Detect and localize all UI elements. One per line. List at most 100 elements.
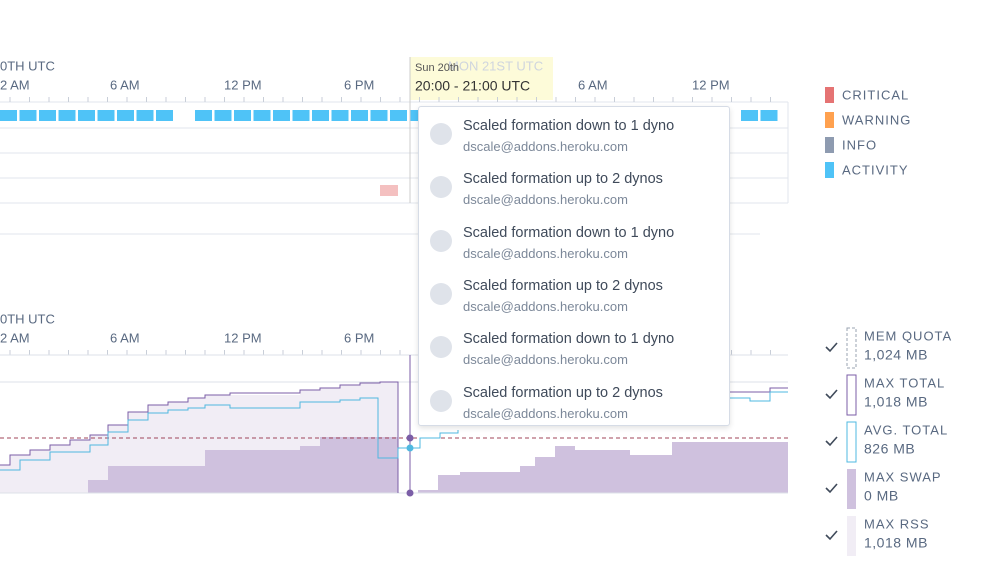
legend-label: WARNING (842, 112, 911, 127)
critical-block (380, 185, 398, 196)
check (825, 530, 838, 541)
activity-block (390, 110, 407, 121)
max-total-line (730, 387, 788, 393)
activity-block (136, 110, 154, 121)
swatch (847, 469, 856, 509)
user-icon (430, 176, 452, 199)
user-icon (430, 282, 452, 305)
event-title: Scaled formation up to 2 dynos (463, 384, 663, 401)
user-icon (430, 389, 452, 412)
legend-value: 1,024 MB (864, 347, 928, 363)
activity-block (760, 110, 778, 121)
activity-block (370, 110, 388, 121)
max-swap-area (418, 442, 788, 493)
tooltip-item: Scaled formation down to 1 dyno dscale@ad… (419, 110, 729, 163)
check (825, 436, 838, 447)
legend-name: MAX SWAP (864, 469, 942, 484)
day-label: MON 21ST UTC (448, 58, 543, 73)
user-icon (430, 229, 452, 252)
tooltip-item: Scaled formation down to 1 dyno dscale@ad… (419, 217, 729, 270)
tick-label: 2 AM (0, 330, 30, 345)
activity-block (0, 110, 17, 121)
swatch (846, 327, 857, 369)
event-user: dscale@addons.heroku.com (463, 192, 628, 208)
tick-label: 12 PM (224, 77, 262, 92)
event-user: dscale@addons.heroku.com (463, 352, 628, 368)
tick-label: 12 PM (224, 330, 262, 345)
day-label: 0TH UTC (0, 58, 55, 73)
user-icon (430, 336, 452, 359)
hover-range: 20:00 - 21:00 UTC (415, 78, 530, 94)
activity-block (741, 110, 758, 121)
tick-row: 2 AM 6 AM 12 PM 6 PM 6 AM 12 PM (0, 77, 730, 92)
legend-label: ACTIVITY (842, 162, 909, 177)
activity-block (58, 110, 76, 121)
tick-label: 6 PM (344, 330, 374, 345)
legend-name: AVG. TOTAL (864, 422, 948, 437)
tooltip: Scaled formation down to 1 dyno dscale@ad… (418, 106, 730, 426)
tick-label: 6 AM (578, 77, 608, 92)
tooltip-item: Scaled formation up to 2 dynos dscale@add… (419, 270, 729, 323)
day-label: 0TH UTC (0, 311, 55, 326)
activity-block (331, 110, 349, 121)
tick-label: 12 PM (692, 77, 730, 92)
activity-block (78, 110, 95, 121)
event-title: Scaled formation down to 1 dyno (463, 118, 675, 134)
check (825, 342, 838, 353)
event-title: Scaled formation down to 1 dyno (463, 224, 675, 241)
event-user: dscale@addons.heroku.com (463, 298, 628, 314)
user-icon (430, 123, 452, 145)
legend-name: MEM QUOTA (864, 328, 952, 343)
event-title: Scaled formation up to 2 dynos (463, 277, 663, 294)
event-legend: CRITICAL WARNING INFO ACTIVITY (825, 87, 911, 178)
activity-block (253, 110, 271, 121)
activity-block (351, 110, 368, 121)
event-user: dscale@addons.heroku.com (463, 405, 628, 421)
activity-block (312, 110, 329, 121)
activity-block (19, 110, 37, 121)
avg-total-line (0, 397, 459, 471)
swatch (847, 516, 856, 556)
activity-block (156, 110, 173, 121)
memory-legend: MEM QUOTA 1,024 MB MAX TOTAL 1,018 MB AVG. T… (825, 327, 952, 556)
tooltip-item: Scaled formation down to 1 dyno dscale@ad… (419, 323, 729, 376)
max-total-line (0, 381, 399, 493)
activity-block (214, 110, 232, 121)
activity-block (292, 110, 310, 121)
legend-name: MAX RSS (864, 516, 930, 531)
tick-label: 6 AM (110, 330, 140, 345)
activity-block (195, 110, 212, 121)
check (825, 389, 838, 400)
event-title: Scaled formation down to 1 dyno (463, 331, 675, 348)
hover-highlight (410, 57, 553, 100)
event-user: dscale@addons.heroku.com (463, 139, 628, 154)
activity-block (273, 110, 290, 121)
tick-label: 2 AM (0, 77, 30, 92)
check (825, 483, 838, 494)
legend-value: 0 MB (864, 488, 899, 504)
activity-block (234, 110, 251, 121)
tooltip-item: Scaled formation up to 2 dynos dscale@add… (419, 163, 729, 216)
legend-label: INFO (842, 137, 877, 152)
avg-total-line (730, 391, 788, 402)
hover-dot (406, 444, 414, 452)
event-user: dscale@addons.heroku.com (463, 245, 628, 261)
event-title: Scaled formation up to 2 dynos (463, 171, 663, 188)
tick-label: 6 PM (344, 77, 374, 92)
max-swap-area (88, 437, 398, 493)
tooltip-item: Scaled formation up to 2 dynos dscale@add… (419, 377, 729, 430)
hover-dot (406, 434, 414, 442)
tick-label: 6 AM (110, 77, 140, 92)
swatch (846, 374, 857, 416)
hover-day: Sun 20th (415, 62, 459, 74)
swatch (846, 421, 857, 463)
legend-value: 826 MB (864, 441, 915, 457)
legend-label: CRITICAL (842, 87, 909, 102)
activity-block (97, 110, 115, 121)
legend-value: 1,018 MB (864, 394, 928, 410)
legend-name: MAX TOTAL (864, 375, 945, 390)
activity-block (117, 110, 134, 121)
legend-value: 1,018 MB (864, 535, 928, 551)
hover-dot (406, 489, 414, 497)
